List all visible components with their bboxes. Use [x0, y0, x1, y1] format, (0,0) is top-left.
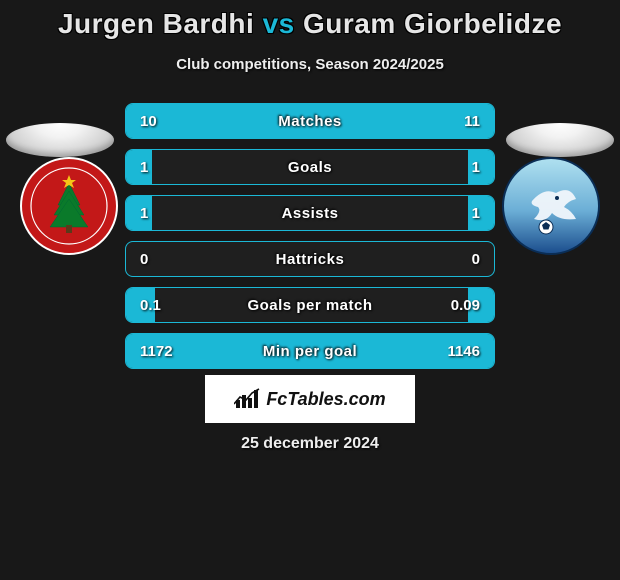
stat-row: Matches10 11 [125, 103, 495, 139]
player-photo-placeholder-left [6, 123, 114, 157]
stat-label: Goals [126, 150, 494, 184]
stat-value-right: 1146 [447, 334, 480, 368]
stat-value-right: 1 [472, 150, 480, 184]
stat-value-left: 0 [140, 242, 148, 276]
stat-value-left: 1 [140, 196, 148, 230]
date-text: 25 december 2024 [0, 435, 620, 453]
watermark-text: FcTables.com [266, 389, 385, 410]
club-badge-left [20, 157, 118, 255]
stat-value-right: 1 [472, 196, 480, 230]
stat-label: Assists [126, 196, 494, 230]
stat-value-right: 0 [472, 242, 480, 276]
stat-label: Goals per match [126, 288, 494, 322]
stat-row: Min per goal1172 1146 [125, 333, 495, 369]
page-title: Jurgen Bardhi vs Guram Giorbelidze [58, 8, 562, 40]
watermark-chart-icon [234, 388, 260, 410]
stat-value-left: 10 [140, 104, 157, 138]
watermark: FcTables.com [205, 375, 415, 423]
title-player1: Jurgen Bardhi [58, 8, 254, 39]
subtitle: Club competitions, Season 2024/2025 [0, 56, 620, 73]
title-vs: vs [263, 8, 295, 39]
stats-area: Matches1011Goals11Assists11Hattricks00Go… [0, 103, 620, 363]
stat-label: Min per goal [126, 334, 494, 368]
stat-value-left: 1172 [140, 334, 173, 368]
club-badge-right-svg [502, 157, 600, 255]
title-player2: Guram Giorbelidze [303, 8, 562, 39]
stat-value-left: 0.1 [140, 288, 161, 322]
club-badge-left-svg [20, 157, 118, 255]
club-badge-right [502, 157, 600, 255]
stat-row: Hattricks0 0 [125, 241, 495, 277]
stat-row: Assists1 1 [125, 195, 495, 231]
stat-value-left: 1 [140, 150, 148, 184]
stat-label: Hattricks [126, 242, 494, 276]
stat-label: Matches [126, 104, 494, 138]
stat-row: Goals per match0.1 0.09 [125, 287, 495, 323]
player-photo-placeholder-right [506, 123, 614, 157]
stat-row: Goals1 1 [125, 149, 495, 185]
stat-value-right: 11 [464, 104, 480, 138]
stat-value-right: 0.09 [451, 288, 480, 322]
